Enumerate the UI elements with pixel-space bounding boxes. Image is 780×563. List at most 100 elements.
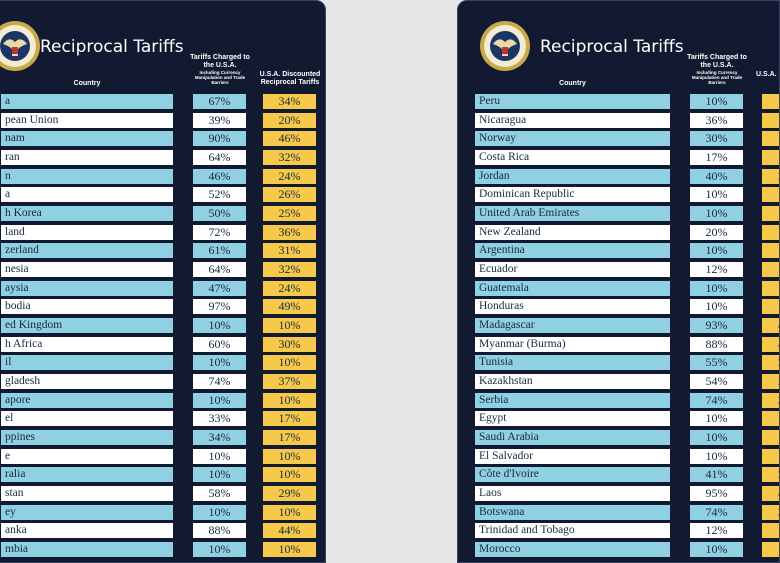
country-cell: New Zealand bbox=[475, 224, 670, 240]
country-cell: Morocco bbox=[475, 542, 670, 558]
country-cell: nam bbox=[1, 131, 173, 147]
discount-cell: 1 bbox=[762, 280, 779, 296]
tariff-cell: 12% bbox=[690, 523, 743, 539]
country-cell: ey bbox=[1, 504, 173, 520]
tariff-cell: 88% bbox=[690, 336, 743, 352]
tariff-cell: 74% bbox=[690, 392, 743, 408]
seal bbox=[0, 21, 40, 71]
discount-cell: 2 bbox=[762, 168, 779, 184]
discount-cell: 10% bbox=[263, 504, 316, 520]
tariff-cell: 10% bbox=[690, 448, 743, 464]
discount-cell: 24% bbox=[263, 168, 316, 184]
discount-cell: 1 bbox=[762, 430, 779, 446]
country-cell: e bbox=[1, 448, 173, 464]
tariff-cell: 54% bbox=[690, 374, 743, 390]
country-cell: Jordan bbox=[475, 168, 670, 184]
country-cell: pean Union bbox=[1, 112, 173, 128]
discount-cell: 4 bbox=[762, 486, 779, 502]
discount-cell: 4 bbox=[762, 336, 779, 352]
country-cell: Norway bbox=[475, 131, 670, 147]
country-cell: ppines bbox=[1, 430, 173, 446]
country-cell: Côte d'Ivoire bbox=[475, 467, 670, 483]
country-cell: anka bbox=[1, 523, 173, 539]
country-cell: Botswana bbox=[475, 504, 670, 520]
tariff-cell: 17% bbox=[690, 150, 743, 165]
tariff-cell: 72% bbox=[193, 224, 246, 240]
discount-cell: 32% bbox=[263, 262, 316, 278]
tariff-board: Reciprocal Tariffs Tariffs Charged to the… bbox=[0, 0, 326, 563]
discount-cell: 49% bbox=[263, 299, 316, 315]
tariff-cell: 39% bbox=[193, 112, 246, 128]
country-cell: land bbox=[1, 224, 173, 240]
tariff-cell: 64% bbox=[193, 262, 246, 278]
discount-cell: 1 bbox=[762, 262, 779, 278]
tariff-cell: 10% bbox=[193, 318, 246, 334]
country-cell: el bbox=[1, 411, 173, 427]
country-cell: bodia bbox=[1, 299, 173, 315]
discount-cell: 10% bbox=[263, 542, 316, 558]
country-cell: Tunisia bbox=[475, 355, 670, 371]
tariff-cell: 12% bbox=[690, 262, 743, 278]
tariff-cell: 10% bbox=[193, 542, 246, 558]
country-cell: gladesh bbox=[1, 374, 173, 390]
country-cell: a bbox=[1, 187, 173, 203]
tariff-cell: 64% bbox=[193, 150, 246, 165]
tariff-cell: 55% bbox=[690, 355, 743, 371]
discount-cell: 1 bbox=[762, 523, 779, 539]
discount-cell: 1 bbox=[762, 187, 779, 203]
discount-cell: 10% bbox=[263, 467, 316, 483]
tariff-cell: 88% bbox=[193, 523, 246, 539]
discount-cell: 3 bbox=[762, 392, 779, 408]
tariff-cell: 52% bbox=[193, 187, 246, 203]
country-cell: Kazakhstan bbox=[475, 374, 670, 390]
tariff-cell: 47% bbox=[193, 280, 246, 296]
country-cell: Trinidad and Tobago bbox=[475, 523, 670, 539]
discount-cell: 2 bbox=[762, 467, 779, 483]
discount-cell: 36% bbox=[263, 224, 316, 240]
discount-cell: 26% bbox=[263, 187, 316, 203]
discount-cell: 4 bbox=[762, 318, 779, 334]
tariff-cell: 10% bbox=[193, 392, 246, 408]
tariff-cell: 95% bbox=[690, 486, 743, 502]
tariff-cell: 34% bbox=[193, 430, 246, 446]
tariff-cell: 74% bbox=[690, 504, 743, 520]
tariff-cell: 33% bbox=[193, 411, 246, 427]
column-header: Country bbox=[73, 80, 101, 87]
country-cell: n bbox=[1, 168, 173, 184]
discount-cell: 32% bbox=[263, 150, 316, 165]
discount-cell: 1 bbox=[762, 206, 779, 222]
country-cell: Dominican Republic bbox=[475, 187, 670, 203]
tariff-cell: 10% bbox=[690, 187, 743, 203]
discount-cell: 46% bbox=[263, 131, 316, 147]
board-title: Reciprocal Tariffs bbox=[40, 37, 184, 57]
country-cell: ed Kingdom bbox=[1, 318, 173, 334]
tariff-cell: 10% bbox=[690, 299, 743, 315]
discount-cell: 25% bbox=[263, 206, 316, 222]
country-cell: stan bbox=[1, 486, 173, 502]
country-cell: Laos bbox=[475, 486, 670, 502]
tariff-cell: 58% bbox=[193, 486, 246, 502]
country-cell: ralia bbox=[1, 467, 173, 483]
discount-cell: 1 bbox=[762, 411, 779, 427]
country-cell: Ecuador bbox=[475, 262, 670, 278]
discount-cell: 10% bbox=[263, 318, 316, 334]
discount-cell: 1 bbox=[762, 94, 779, 109]
tariff-cell: 10% bbox=[690, 94, 743, 109]
board-title: Reciprocal Tariffs bbox=[540, 37, 684, 57]
country-cell: Argentina bbox=[475, 243, 670, 259]
tariff-cell: 30% bbox=[690, 131, 743, 147]
discount-cell: 1 bbox=[762, 131, 779, 147]
discount-cell: 29% bbox=[263, 486, 316, 502]
discount-cell: 2 bbox=[762, 355, 779, 371]
tariff-cell: 97% bbox=[193, 299, 246, 315]
tariff-cell: 50% bbox=[193, 206, 246, 222]
country-cell: a bbox=[1, 94, 173, 109]
discount-cell: 24% bbox=[263, 280, 316, 296]
discount-cell: 10% bbox=[263, 392, 316, 408]
tariff-cell: 60% bbox=[193, 336, 246, 352]
discount-cell: 1 bbox=[762, 224, 779, 240]
discount-cell: 2 bbox=[762, 374, 779, 390]
country-cell: Madagascar bbox=[475, 318, 670, 334]
discount-cell: 30% bbox=[263, 336, 316, 352]
